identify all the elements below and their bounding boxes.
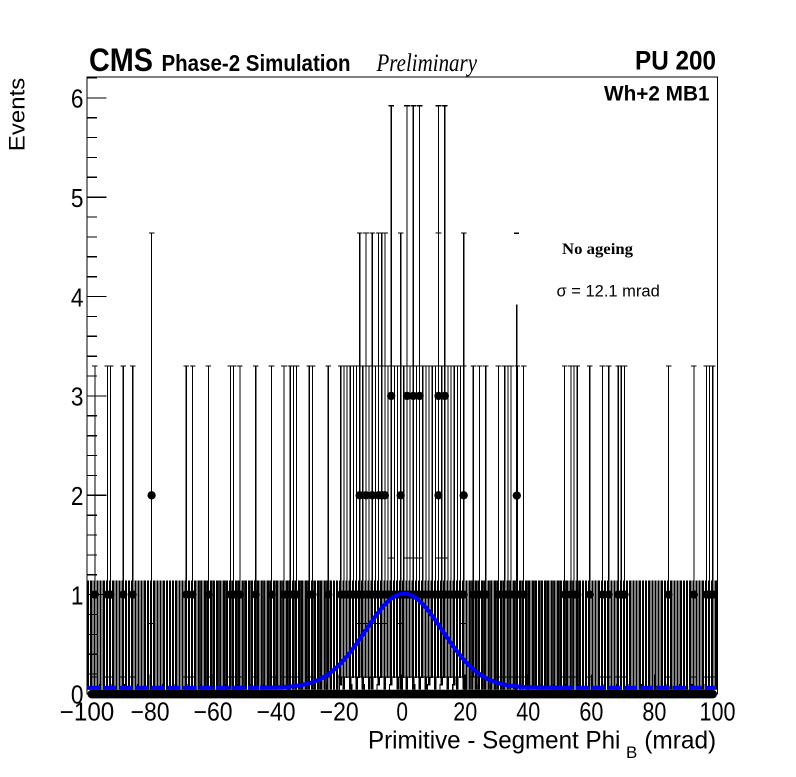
svg-text:3: 3: [71, 382, 84, 412]
svg-text:Phase-2 Simulation: Phase-2 Simulation: [162, 50, 351, 76]
svg-text:100: 100: [700, 699, 736, 727]
svg-text:1: 1: [71, 580, 84, 610]
svg-text:0: 0: [396, 699, 408, 727]
svg-text:Events: Events: [5, 78, 30, 152]
svg-text:No ageing: No ageing: [562, 241, 633, 258]
svg-text:4: 4: [71, 282, 84, 312]
svg-text:Preliminary: Preliminary: [376, 48, 478, 77]
svg-text:−100: −100: [60, 699, 115, 727]
svg-text:CMS: CMS: [89, 42, 153, 78]
svg-text:−80: −80: [131, 699, 170, 727]
svg-text:20: 20: [453, 699, 477, 727]
svg-text:60: 60: [579, 699, 603, 727]
svg-text:Wh+2 MB1: Wh+2 MB1: [604, 82, 710, 105]
svg-text:−60: −60: [194, 699, 233, 727]
svg-text:PU 200: PU 200: [635, 46, 716, 76]
svg-text:2: 2: [71, 481, 84, 511]
svg-text:6: 6: [71, 84, 84, 114]
svg-text:−20: −20: [320, 699, 359, 727]
svg-text:(mrad): (mrad): [644, 727, 716, 754]
svg-text:0: 0: [71, 680, 84, 710]
svg-text:40: 40: [516, 699, 540, 727]
svg-text:5: 5: [71, 183, 84, 213]
svg-text:−40: −40: [257, 699, 296, 727]
svg-text:Primitive - Segment Phi: Primitive - Segment Phi: [368, 727, 620, 754]
svg-text:80: 80: [642, 699, 666, 727]
svg-text:B: B: [626, 744, 637, 762]
svg-text:σ = 12.1 mrad: σ = 12.1 mrad: [557, 283, 660, 301]
